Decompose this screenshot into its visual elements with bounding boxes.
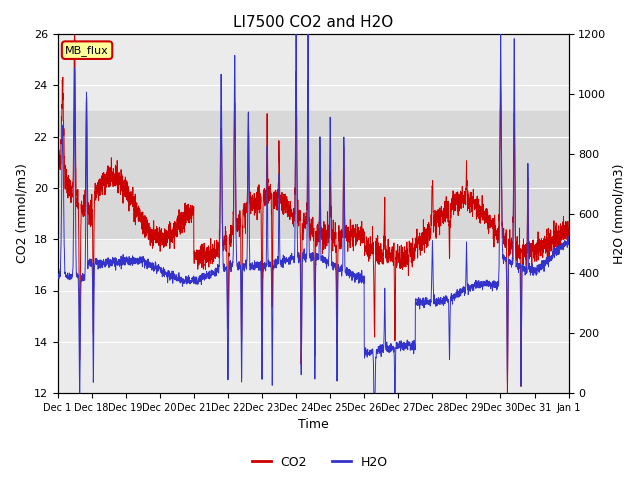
Title: LI7500 CO2 and H2O: LI7500 CO2 and H2O xyxy=(233,15,393,30)
X-axis label: Time: Time xyxy=(298,419,328,432)
Bar xyxy=(58,111,568,239)
Text: MB_flux: MB_flux xyxy=(65,45,109,56)
Legend: CO2, H2O: CO2, H2O xyxy=(247,451,393,474)
Y-axis label: H2O (mmol/m3): H2O (mmol/m3) xyxy=(612,163,625,264)
Y-axis label: CO2 (mmol/m3): CO2 (mmol/m3) xyxy=(15,164,28,264)
